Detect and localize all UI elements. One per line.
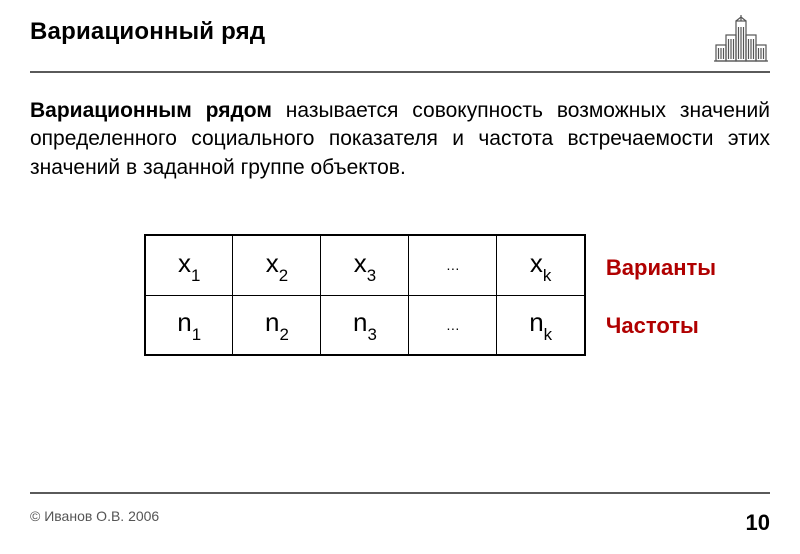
footer-divider — [30, 492, 770, 494]
cell-dots-bot: … — [409, 295, 497, 355]
frequencies-label: Частоты — [606, 313, 716, 339]
cell-xk: xk — [497, 235, 585, 295]
cell-n3: n3 — [321, 295, 409, 355]
table-wrap: x1 x2 x3 … xk n1 n2 n3 … nk Варианты Час… — [30, 234, 770, 356]
page-number: 10 — [746, 510, 770, 536]
copyright-text: © Иванов О.В. 2006 — [30, 508, 159, 524]
header-divider — [30, 71, 770, 73]
variants-label: Варианты — [606, 255, 716, 281]
table-row: n1 n2 n3 … nk — [145, 295, 585, 355]
table-row: x1 x2 x3 … xk — [145, 235, 585, 295]
cell-dots-top: … — [409, 235, 497, 295]
cell-nk: nk — [497, 295, 585, 355]
cell-n1: n1 — [145, 295, 233, 355]
cell-x3: x3 — [321, 235, 409, 295]
header-row: Вариационный ряд — [30, 18, 770, 65]
variation-table: x1 x2 x3 … xk n1 n2 n3 … nk — [144, 234, 586, 356]
msu-building-icon — [712, 15, 770, 65]
definition-text: Вариационным рядом называется совокупнос… — [30, 97, 770, 182]
page-title: Вариационный ряд — [30, 18, 265, 46]
cell-x1: x1 — [145, 235, 233, 295]
row-labels: Варианты Частоты — [606, 234, 716, 356]
slide: Вариационный ряд — [0, 0, 800, 554]
definition-term: Вариационным рядом — [30, 99, 272, 122]
cell-n2: n2 — [233, 295, 321, 355]
cell-x2: x2 — [233, 235, 321, 295]
